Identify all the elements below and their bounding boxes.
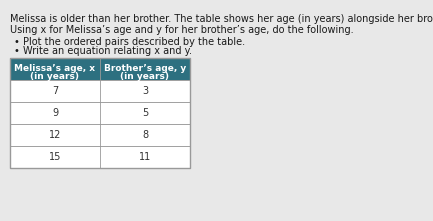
Text: 15: 15	[49, 152, 61, 162]
Bar	[10, 124, 190, 146]
Bar	[10, 58, 190, 80]
Text: (in years): (in years)	[30, 72, 80, 81]
Text: 12: 12	[49, 130, 61, 140]
Text: (in years): (in years)	[120, 72, 169, 81]
Text: Melissa is older than her brother. The table shows her age (in years) alongside : Melissa is older than her brother. The t…	[10, 14, 433, 24]
Text: • Write an equation relating x and y.: • Write an equation relating x and y.	[14, 46, 192, 56]
Text: 5: 5	[142, 108, 148, 118]
Text: 8: 8	[142, 130, 148, 140]
Bar	[10, 80, 190, 102]
Bar	[10, 102, 190, 124]
Text: 9: 9	[52, 108, 58, 118]
Bar	[10, 146, 190, 168]
Text: 3: 3	[142, 86, 148, 96]
Text: 7: 7	[52, 86, 58, 96]
Bar	[10, 58, 190, 168]
Text: • Plot the ordered pairs described by the table.: • Plot the ordered pairs described by th…	[14, 37, 245, 47]
Text: Melissa’s age, x: Melissa’s age, x	[14, 64, 96, 73]
Text: Brother’s age, y: Brother’s age, y	[104, 64, 186, 73]
Text: 11: 11	[139, 152, 151, 162]
Text: Using x for Melissa’s age and y for her brother’s age, do the following.: Using x for Melissa’s age and y for her …	[10, 25, 354, 35]
